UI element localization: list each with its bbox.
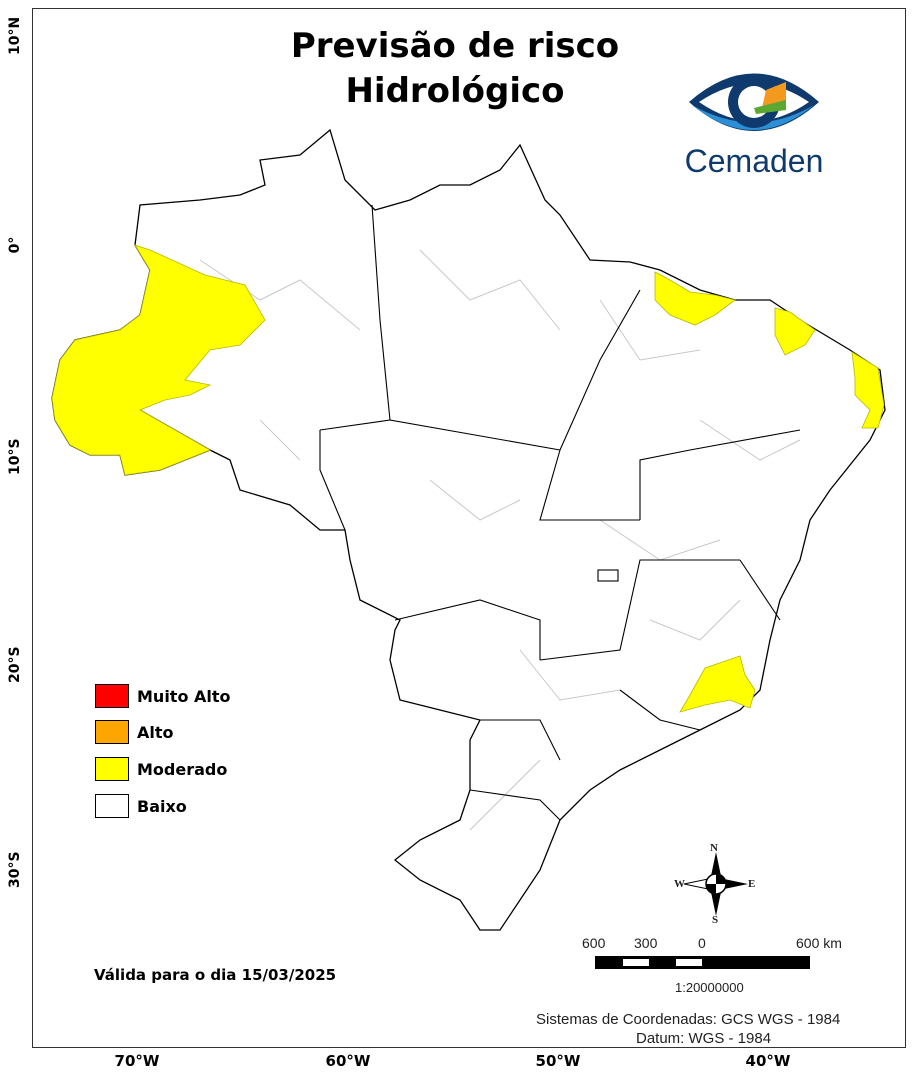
risk-area-rio-es [679,655,756,713]
lat-label-10s: 10°S [7,438,23,475]
legend-item-muito-alto: Muito Alto [95,684,231,708]
risk-area-west-amazon [51,244,266,476]
cemaden-logo-text: Cemaden [684,143,824,179]
risk-area-east-coast [851,351,885,429]
lat-label-20s: 20°S [7,646,23,683]
legend-swatch [95,794,129,818]
scale-bar [595,956,810,969]
legend-item-alto: Alto [95,720,174,744]
scale-label-0: 0 [698,935,706,951]
legend-item-moderado: Moderado [95,757,227,781]
legend-label: Alto [137,722,174,742]
compass-n: N [710,842,718,854]
lon-label-50w: 50°W [535,1052,581,1070]
legend-label: Muito Alto [137,686,231,706]
cemaden-eye-icon [689,73,819,131]
legend-swatch [95,757,129,781]
legend-swatch [95,684,129,708]
lat-label-30s: 30°S [7,851,23,888]
lon-label-70w: 70°W [114,1052,160,1070]
scale-ratio: 1:20000000 [675,980,744,995]
valid-date: Válida para o dia 15/03/2025 [94,966,337,984]
title-line-2: Hidrológico [345,71,565,111]
legend-swatch [95,720,129,744]
scale-label-300: 300 [634,935,658,951]
lon-label-40w: 40°W [745,1052,791,1070]
moderate-risk-areas [51,244,885,713]
brazil-outline [51,128,886,931]
compass-w: W [674,878,685,890]
legend-label: Moderado [137,759,228,779]
compass-s: S [712,914,719,926]
compass-rose [683,852,748,916]
cemaden-logo: Cemaden [674,60,834,180]
risk-area-ceara [774,307,816,356]
lon-label-60w: 60°W [325,1052,371,1070]
lat-label-0: 0° [7,236,23,254]
risk-area-maranhao [654,271,736,326]
coordinate-system: Sistemas de Coordenadas: GCS WGS - 1984 [536,1011,841,1028]
datum: Datum: WGS - 1984 [636,1030,772,1047]
legend-label: Baixo [137,796,187,816]
scale-label-600km: 600 km [796,935,842,951]
scale-label-600: 600 [582,935,606,951]
map-frame [32,8,906,1048]
title-line-1: Previsão de risco [290,26,620,66]
legend-item-baixo: Baixo [95,794,187,818]
lat-label-10n: 10°N [7,16,23,55]
compass-e: E [748,878,756,890]
